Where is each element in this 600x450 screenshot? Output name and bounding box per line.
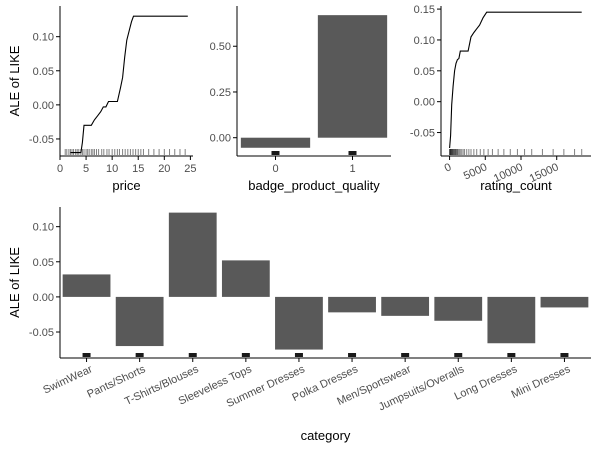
rug-mark [507, 353, 516, 357]
x-tick-label: Mini Dresses [510, 363, 573, 401]
y-tick-label: 0.05 [414, 66, 435, 78]
x-tick-label: 10 [106, 163, 118, 175]
y-tick-label: 0.25 [210, 87, 231, 99]
x-axis-title: category [301, 428, 351, 443]
y-axis-title: ALE of LIKE [7, 45, 22, 116]
x-axis-title: price [112, 178, 140, 193]
y-tick-label: 0.05 [33, 257, 54, 269]
bar-3 [221, 260, 270, 297]
price-ale-panel: -0.05 0.00 0.05 0.10 ALE of LIKE 0 5 10 15 20 25 pr… [7, 6, 197, 193]
rug-mark [294, 353, 303, 357]
y-tick-label: 0.00 [414, 97, 435, 109]
bar-7 [434, 296, 483, 321]
rug-mark [454, 353, 463, 357]
x-tick-label: 0 [57, 163, 63, 175]
y-tick-label: -0.05 [29, 134, 54, 146]
rug-mark [401, 353, 410, 357]
rug-mark [241, 353, 250, 357]
x-tick-label: 15 [132, 163, 144, 175]
bar-1 [317, 15, 388, 138]
rug-mark [560, 353, 569, 357]
y-tick-label: 0.15 [414, 4, 435, 16]
y-tick-label: -0.05 [29, 327, 54, 339]
bar-4 [275, 296, 323, 350]
y-axis-title: ALE of LIKE [7, 247, 22, 318]
rating-count-ale-panel: -0.050.000.050.100.150 5000 10000 15000rati… [410, 4, 591, 193]
rug-mark [188, 353, 197, 357]
bar-1 [115, 296, 164, 347]
y-tick-label: 0.00 [210, 133, 231, 145]
rug-mark [348, 353, 357, 357]
x-axis-title: rating_count [480, 178, 552, 193]
y-tick-label: 0.05 [33, 66, 54, 78]
bar-0 [62, 274, 111, 297]
badge-product-quality-ale-panel: 0 1 0.00 0.25 0.50 badge_product_quality [210, 6, 391, 193]
y-tick-label: 0.50 [210, 41, 231, 53]
x-tick-label: 20 [158, 163, 170, 175]
y-tick-label: 0.10 [33, 32, 54, 44]
bar-9 [540, 296, 589, 308]
bar-5 [328, 296, 376, 313]
x-tick-label: 5 [83, 163, 89, 175]
category-ale-panel: SwimWearPants/ShortsT-Shirts/BlousesSlee… [7, 207, 591, 443]
x-tick-label: 1 [349, 163, 355, 175]
bar-2 [168, 212, 217, 297]
y-tick-label: 0.00 [33, 100, 54, 112]
bar-8 [487, 296, 536, 344]
rug-mark [135, 353, 144, 357]
y-tick-label: 0.10 [414, 35, 435, 47]
x-tick-label: 0 [443, 161, 454, 174]
ale-line [70, 15, 188, 154]
x-axis-title: badge_product_quality [248, 178, 380, 193]
y-tick-label: -0.05 [410, 128, 435, 140]
ale-line [449, 11, 582, 149]
y-tick-label: 0.10 [33, 222, 54, 234]
rug-mark [348, 151, 357, 155]
bar-0 [240, 137, 311, 148]
rug-mark [271, 151, 280, 155]
y-tick-label: 0.00 [33, 292, 54, 304]
bar-6 [381, 296, 430, 316]
rug-mark [82, 353, 91, 357]
x-tick-label: 25 [184, 163, 196, 175]
x-tick-label: 0 [272, 163, 278, 175]
